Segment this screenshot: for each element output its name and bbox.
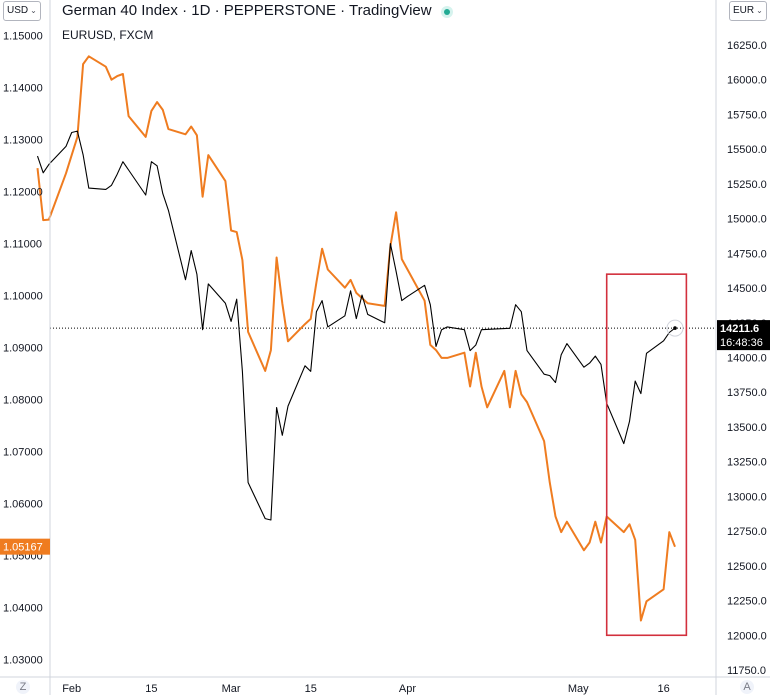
right-axis-tick-label: 14500.0 (727, 283, 767, 295)
x-axis-tick-label: 15 (305, 683, 317, 695)
right-axis-tick-label: 12000.0 (727, 630, 767, 642)
right-axis-tick-label: 14750.0 (727, 248, 767, 260)
left-axis-tick-label: 1.14000 (3, 83, 43, 95)
right-axis-tick-label: 13750.0 (727, 387, 767, 399)
market-open-indicator-icon (441, 6, 453, 18)
highlight-box (605, 273, 688, 637)
left-axis-tick-label: 1.12000 (3, 187, 43, 199)
right-axis-tick-label: 16000.0 (727, 75, 767, 87)
chevron-down-icon: ⌄ (756, 6, 763, 15)
left-axis-tick-label: 1.03000 (3, 655, 43, 667)
left-axis-tick-label: 1.10000 (3, 291, 43, 303)
x-axis-tick-label: 15 (145, 683, 157, 695)
overlay-symbol-label[interactable]: EURUSD, FXCM (62, 28, 154, 42)
chevron-down-icon: ⌄ (30, 6, 37, 15)
dax-last-value-label: 14211.6 (720, 323, 759, 335)
right-axis-tick-label: 11750.0 (727, 665, 766, 677)
left-axis-tick-label: 1.09000 (3, 343, 43, 355)
last-point-pulse-marker (666, 319, 684, 337)
left-axis-tick-label: 1.13000 (3, 135, 43, 147)
left-axis-tick-label: 1.04000 (3, 603, 43, 615)
countdown-label: 16:48:36 (720, 337, 763, 349)
right-axis-tick-label: 15750.0 (727, 109, 767, 121)
dax-last-value-badge (717, 320, 770, 351)
right-axis-scale-button[interactable]: A (740, 680, 754, 694)
left-currency-label: USD (7, 5, 29, 16)
x-axis-tick-label: Feb (62, 683, 81, 695)
right-axis-tick-label: 13000.0 (727, 491, 767, 503)
right-axis-tick-label: 15250.0 (727, 179, 767, 191)
last-point-dot (673, 326, 677, 330)
right-axis-tick-label: 13250.0 (727, 457, 767, 469)
right-axis-tick-label: 15500.0 (727, 144, 767, 156)
x-axis-tick-label: May (568, 683, 589, 695)
x-axis-tick-label: Apr (399, 683, 416, 695)
eurusd-last-value-label: 1.05167 (3, 542, 43, 554)
left-axis-tick-label: 1.11000 (3, 239, 42, 251)
left-currency-selector[interactable]: USD ⌄ (3, 1, 41, 21)
x-axis-tick-label: Mar (222, 683, 241, 695)
left-axis-tick-label: 1.06000 (3, 499, 43, 511)
right-axis-tick-label: 14000.0 (727, 353, 767, 365)
eurusd-last-value-badge (0, 538, 50, 555)
right-axis-tick-label: 12250.0 (727, 596, 767, 608)
x-axis-tick-label: 16 (657, 683, 669, 695)
right-currency-label: EUR (733, 5, 755, 16)
right-axis-tick-label: 15000.0 (727, 214, 767, 226)
left-axis-tick-label: 1.07000 (3, 447, 43, 459)
right-axis-tick-label: 13500.0 (727, 422, 767, 434)
chart-title: German 40 Index · 1D · PEPPERSTONE · Tra… (62, 2, 432, 19)
left-axis-tick-label: 1.15000 (3, 31, 43, 43)
right-currency-selector[interactable]: EUR ⌄ (729, 1, 767, 21)
right-axis-tick-label: 16250.0 (727, 40, 767, 52)
right-axis-tick-label: 12500.0 (727, 561, 767, 573)
left-axis-scale-button[interactable]: Z (16, 680, 30, 694)
left-axis-tick-label: 1.08000 (3, 395, 43, 407)
right-axis-tick-label: 12750.0 (727, 526, 767, 538)
